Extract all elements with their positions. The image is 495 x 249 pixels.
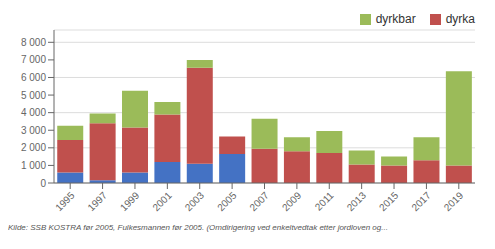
svg-text:2019: 2019 bbox=[442, 189, 466, 213]
svg-text:2007: 2007 bbox=[247, 189, 271, 213]
svg-text:2005: 2005 bbox=[215, 189, 239, 213]
svg-text:6 000: 6 000 bbox=[21, 72, 46, 83]
svg-text:3 000: 3 000 bbox=[21, 125, 46, 136]
svg-text:1999: 1999 bbox=[118, 189, 142, 213]
svg-text:2009: 2009 bbox=[280, 189, 304, 213]
svg-text:8 000: 8 000 bbox=[21, 37, 46, 48]
svg-text:2001: 2001 bbox=[150, 189, 174, 213]
svg-text:7 000: 7 000 bbox=[21, 54, 46, 65]
svg-text:2015: 2015 bbox=[377, 189, 401, 213]
html-text:dyrkbar: dyrkbar bbox=[375, 12, 416, 26]
svg-text:2 000: 2 000 bbox=[21, 142, 46, 153]
html-text:dyrka: dyrka bbox=[445, 12, 475, 26]
svg-text:4 000: 4 000 bbox=[21, 107, 46, 118]
svg-text:0: 0 bbox=[40, 178, 46, 189]
svg-text:1 000: 1 000 bbox=[21, 160, 46, 171]
html-text:Kilde: SSB KOSTRA før 2005, Fu: Kilde: SSB KOSTRA før 2005, Fulkesmannen… bbox=[8, 223, 388, 232]
svg-text:1997: 1997 bbox=[86, 189, 110, 213]
svg-text:2011: 2011 bbox=[313, 189, 336, 212]
svg-text:5 000: 5 000 bbox=[21, 90, 46, 101]
svg-text:1995: 1995 bbox=[53, 189, 77, 213]
svg-text:2017: 2017 bbox=[409, 189, 433, 213]
svg-text:2013: 2013 bbox=[345, 189, 369, 213]
svg-text:2003: 2003 bbox=[183, 189, 207, 213]
